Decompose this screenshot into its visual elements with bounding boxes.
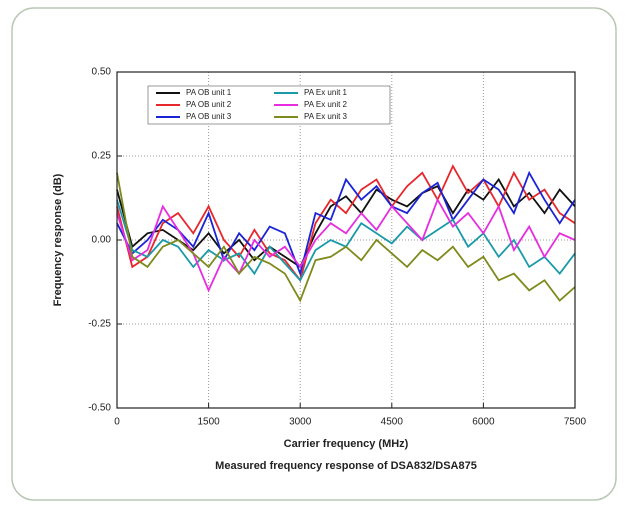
x-axis-label: Carrier frequency (MHz) xyxy=(284,438,409,450)
legend-label: PA OB unit 3 xyxy=(186,112,232,121)
legend-label: PA Ex unit 1 xyxy=(304,88,348,97)
x-tick-label: 7500 xyxy=(564,417,587,428)
legend xyxy=(147,85,391,125)
caption: Measured frequency response of DSA832/DS… xyxy=(215,460,477,472)
x-tick-label: 4500 xyxy=(381,417,404,428)
y-tick-label: -0.25 xyxy=(88,319,111,330)
y-tick-label: -0.50 xyxy=(88,403,111,414)
series-line xyxy=(116,177,576,269)
legend-label: PA OB unit 1 xyxy=(186,88,232,97)
x-tick-label: 0 xyxy=(114,417,120,428)
legend-label: PA Ex unit 2 xyxy=(304,100,348,109)
legend-label: PA OB unit 2 xyxy=(186,100,232,109)
y-tick-label: 0.50 xyxy=(92,67,112,78)
y-tick-label: 0.00 xyxy=(92,235,112,246)
y-tick-label: 0.25 xyxy=(92,151,112,162)
series-line xyxy=(116,172,576,303)
lines xyxy=(116,164,576,303)
legend-label: PA Ex unit 3 xyxy=(304,112,348,121)
series-line xyxy=(116,170,576,277)
y-axis-label: Frequency response (dB) xyxy=(52,173,64,306)
x-tick-label: 6000 xyxy=(472,417,495,428)
x-tick-label: 3000 xyxy=(289,417,312,428)
x-tick-label: 1500 xyxy=(197,417,220,428)
